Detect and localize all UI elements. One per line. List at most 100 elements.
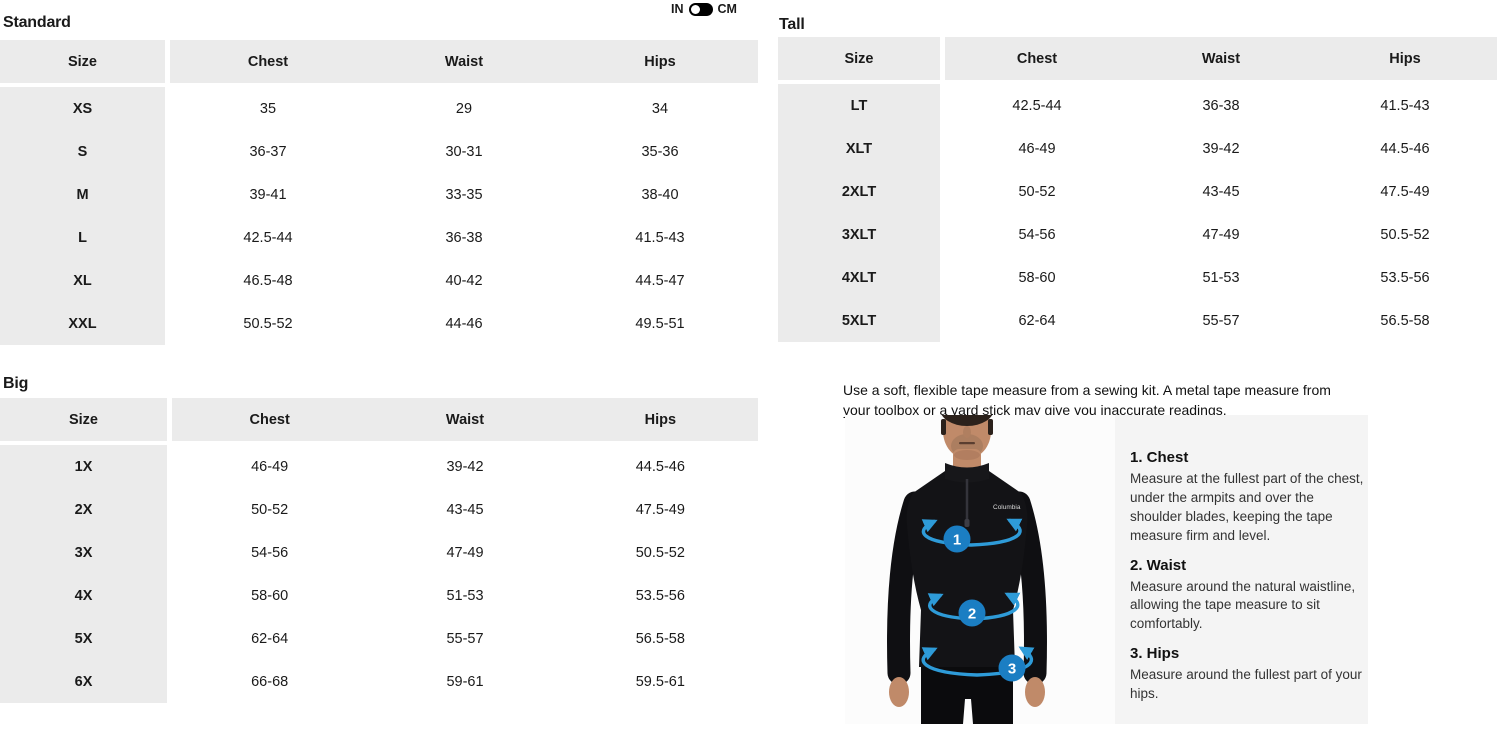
step-title: 2. Waist [1130,556,1187,574]
column-gap [940,37,945,80]
measurement-value: 66-68 [172,660,368,703]
unit-label-in: IN [671,2,684,16]
table-row: 4XLT 58-60 51-53 53.5-56 [778,256,1497,299]
column-gap [165,87,170,130]
measurement-value: 46-49 [945,127,1129,170]
size-label: 2X [0,488,167,531]
size-label: 3XLT [778,213,940,256]
table-row: XXL 50.5-52 44-46 49.5-51 [0,302,758,345]
size-label: L [0,216,165,259]
column-gap [165,216,170,259]
table-row: LT 42.5-44 36-38 41.5-43 [778,84,1497,127]
hips-badge-number: 3 [1008,661,1016,678]
measurement-value: 35-36 [562,130,758,173]
measurement-value: 41.5-43 [562,216,758,259]
size-label: XLT [778,127,940,170]
hips-measure-line [921,646,1035,677]
measurement-value: 30-31 [366,130,562,173]
measurement-figure: Columbia 1 2 3 [845,392,1115,724]
column-header: Size [778,37,940,80]
measure-guide-panel: Columbia 1 2 3 1. Chest Measure at the f… [845,392,1368,724]
table-header-row: Size Chest Waist Hips [0,398,758,441]
size-label: S [0,130,165,173]
table-row: XLT 46-49 39-42 44.5-46 [778,127,1497,170]
column-header: Hips [562,40,758,83]
size-label: 4XLT [778,256,940,299]
measurement-value: 36-38 [366,216,562,259]
measurement-value: 47.5-49 [1313,170,1497,213]
measurement-value: 50.5-52 [562,531,758,574]
column-gap [167,574,172,617]
measurement-value: 33-35 [366,173,562,216]
measurement-value: 41.5-43 [1313,84,1497,127]
measurement-value: 55-57 [367,617,563,660]
table-row: XS 35 29 34 [0,87,758,130]
step-title: 1. Chest [1130,449,1189,466]
column-header: Hips [562,398,758,441]
big-section-title: Big [3,375,29,393]
size-label: 4X [0,574,167,617]
column-gap [940,170,945,213]
measure-intro-text: Use a soft, flexible tape measure from a… [843,382,1331,419]
model-photo-illustration: Columbia 1 2 3 [845,392,1115,724]
column-header: Chest [945,37,1129,80]
measurement-value: 34 [562,87,758,130]
measurement-value: 49.5-51 [562,302,758,345]
size-label: M [0,173,165,216]
table-body: XS 35 29 34 S 36-37 30-31 35-36 M 39-41 33-35 38-40… [0,87,758,345]
size-label: 1X [0,445,167,488]
measurement-value: 62-64 [945,299,1129,342]
measurement-value: 42.5-44 [170,216,366,259]
unit-toggle[interactable]: IN CM [671,2,737,16]
column-header: Hips [1313,37,1497,80]
table-header-row: Size Chest Waist Hips [778,37,1497,80]
measurement-value: 51-53 [367,574,563,617]
table-row: 1X 46-49 39-42 44.5-46 [0,445,758,488]
column-gap [940,299,945,342]
column-gap [167,617,172,660]
step-text: Measure around the fullest part of your … [1130,667,1362,702]
column-gap [165,259,170,302]
measurement-value: 43-45 [367,488,563,531]
waist-badge-icon [958,599,986,627]
column-gap [167,445,172,488]
measurement-value: 54-56 [945,213,1129,256]
column-gap [940,84,945,127]
unit-toggle-switch-icon[interactable] [688,2,713,16]
waist-badge-number: 2 [968,606,976,623]
size-label: 2XLT [778,170,940,213]
column-header: Chest [170,40,366,83]
tall-section-title: Tall [779,16,805,34]
size-label: XL [0,259,165,302]
pants [921,661,1013,724]
column-header: Size [0,40,165,83]
table-row: 2XLT 50-52 43-45 47.5-49 [778,170,1497,213]
measurement-value: 44-46 [366,302,562,345]
column-gap [167,660,172,703]
measurement-value: 44.5-46 [562,445,758,488]
measure-steps: 1. Chest Measure at the fullest part of … [1130,449,1366,715]
column-gap [940,127,945,170]
standard-size-table: Size Chest Waist Hips XS 35 29 34 S 36-37 30-31 35-… [0,40,758,345]
measurement-value: 39-41 [170,173,366,216]
table-row: 5XLT 62-64 55-57 56.5-58 [778,299,1497,342]
column-gap [167,398,172,441]
table-header-row: Size Chest Waist Hips [0,40,758,83]
brand-logo: Columbia [993,504,1021,511]
step-title: 3. Hips [1130,645,1180,663]
measurement-value: 40-42 [366,259,562,302]
measurement-value: 50.5-52 [170,302,366,345]
measurement-value: 50.5-52 [1313,213,1497,256]
size-label: LT [778,84,940,127]
standard-section-title: Standard [3,14,71,32]
measurement-value: 50-52 [945,170,1129,213]
measurement-value: 29 [366,87,562,130]
column-gap [167,531,172,574]
table-row: 3XLT 54-56 47-49 50.5-52 [778,213,1497,256]
size-label: 5XLT [778,299,940,342]
hips-badge-icon [998,654,1026,682]
table-row: M 39-41 33-35 38-40 [0,173,758,216]
table-body: 1X 46-49 39-42 44.5-46 2X 50-52 43-45 47.5-49 3X… [0,445,758,703]
column-header: Waist [366,40,562,83]
big-size-table: Size Chest Waist Hips 1X 46-49 39-42 44.5-46 2X 5… [0,398,758,703]
